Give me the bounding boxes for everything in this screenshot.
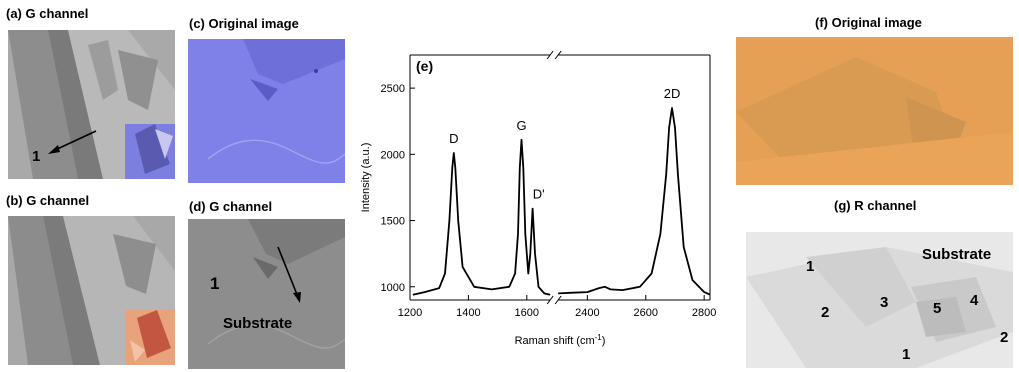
x-tick-label: 2800 (692, 307, 716, 319)
panel-g-label-2b: 2 (1000, 329, 1009, 346)
panel-f-image (736, 37, 1013, 185)
x-tick-label: 2400 (575, 307, 599, 319)
panel-b-image (8, 216, 175, 365)
raman-chart: 1000 1500 2000 2500 1200 1400 1600 2400 2600 2800… (360, 50, 716, 348)
panel-g-label-5: 5 (933, 300, 942, 317)
y-axis-label: Intensity (a.u.) (360, 143, 372, 213)
caption-a: (a) G channel (6, 6, 89, 21)
panel-a-label-1: 1 (32, 148, 41, 165)
axis-break-mark (546, 50, 554, 60)
panel-g-label-1a: 1 (806, 258, 815, 275)
panel-g-label-1b: 1 (902, 346, 911, 363)
y-tick-label: 2500 (381, 83, 405, 95)
peak-label: 2D (664, 86, 681, 101)
caption-f: (f) Original image (815, 15, 922, 30)
caption-c: (c) Original image (189, 16, 299, 31)
panel-d-label-substrate: Substrate (223, 315, 293, 332)
panel-a-arrow (48, 130, 97, 154)
x-tick-label: 2600 (634, 307, 658, 319)
axis-break-mark (554, 50, 562, 60)
raman-series-2 (558, 107, 711, 296)
panel-c-image (188, 39, 345, 183)
panel-d-label-1: 1 (210, 274, 220, 293)
caption-g: (g) R channel (834, 198, 917, 213)
panel-g-label-3: 3 (880, 294, 889, 311)
x-axis-label: Raman shift (cm-1) (515, 333, 606, 348)
peak-label: G (516, 118, 526, 133)
x-tick-label: 1600 (515, 307, 539, 319)
peak-label: D' (533, 187, 545, 202)
y-tick-label: 1000 (381, 282, 405, 294)
y-tick-label: 1500 (381, 216, 405, 228)
x-tick-label: 1200 (398, 307, 422, 319)
raman-series-1 (412, 138, 551, 296)
panel-a-image: 1 (8, 30, 175, 179)
panel-a-inset (125, 124, 175, 179)
axis-break-mark (546, 295, 554, 305)
panel-g-label-2a: 2 (821, 304, 830, 321)
caption-b: (b) G channel (6, 193, 90, 208)
panel-g-image: 1 2 3 5 4 2 1 Substrate (746, 232, 1013, 368)
y-tick-label: 2000 (381, 149, 405, 161)
panel-e-tag: (e) (416, 58, 433, 74)
x-tick-label: 1400 (456, 307, 480, 319)
caption-d: (d) G channel (189, 199, 273, 214)
panel-g-label-4: 4 (970, 292, 979, 309)
axis-break-mark (554, 295, 562, 305)
panel-b-inset (125, 310, 175, 365)
panel-g-label-substrate: Substrate (922, 246, 992, 263)
peak-label: D (449, 131, 458, 146)
panel-d-image: 1 Substrate (188, 219, 345, 369)
